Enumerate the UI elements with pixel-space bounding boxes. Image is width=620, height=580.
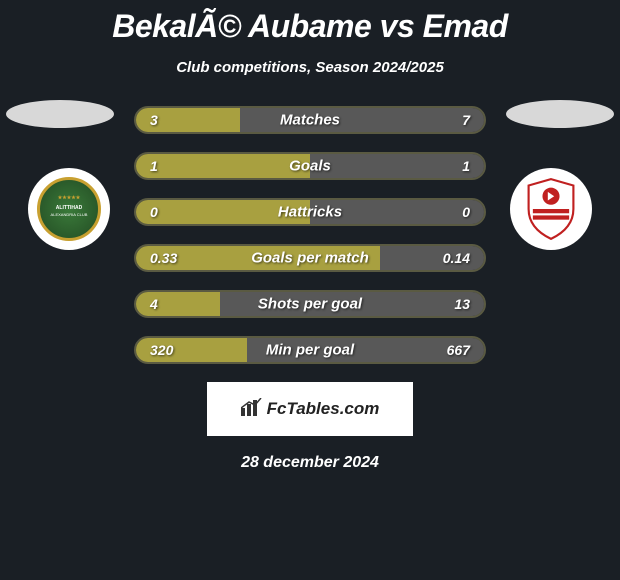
comparison-content: ★★★★★ ALITTIHAD ALEXANDRIA CLUB 3Matches…	[0, 106, 620, 472]
team-badge-left: ★★★★★ ALITTIHAD ALEXANDRIA CLUB	[28, 168, 110, 250]
chart-icon	[241, 398, 263, 421]
subtitle: Club competitions, Season 2024/2025	[0, 59, 620, 76]
stat-label: Hattricks	[136, 204, 484, 221]
zamalek-badge-icon	[519, 177, 583, 241]
stat-row: 4Shots per goal13	[134, 290, 486, 318]
stat-row: 3Matches7	[134, 106, 486, 134]
date-text: 28 december 2024	[0, 454, 620, 472]
stat-value-right: 1	[462, 158, 470, 174]
stat-label: Min per goal	[136, 342, 484, 359]
stat-row: 0.33Goals per match0.14	[134, 244, 486, 272]
stat-label: Goals per match	[136, 250, 484, 267]
stat-value-right: 667	[447, 342, 470, 358]
stat-row: 320Min per goal667	[134, 336, 486, 364]
svg-text:★★★★★: ★★★★★	[58, 195, 81, 201]
team-badge-right	[510, 168, 592, 250]
svg-text:ALEXANDRIA CLUB: ALEXANDRIA CLUB	[51, 212, 88, 217]
player-placeholder-left	[6, 100, 114, 128]
stat-row: 1Goals1	[134, 152, 486, 180]
alittihad-badge-icon: ★★★★★ ALITTIHAD ALEXANDRIA CLUB	[37, 177, 101, 241]
attribution-box: FcTables.com	[207, 382, 413, 436]
stat-value-right: 0	[462, 204, 470, 220]
stats-container: 3Matches7 1Goals1 0Hattricks0 0.33Goals per…	[134, 106, 486, 364]
player-placeholder-right	[506, 100, 614, 128]
stat-row: 0Hattricks0	[134, 198, 486, 226]
stat-value-right: 13	[454, 296, 470, 312]
stat-label: Shots per goal	[136, 296, 484, 313]
page-title: BekalÃ© Aubame vs Emad	[0, 0, 620, 45]
attribution-text: FcTables.com	[267, 399, 380, 419]
stat-label: Matches	[136, 112, 484, 129]
stat-label: Goals	[136, 158, 484, 175]
svg-text:ALITTIHAD: ALITTIHAD	[56, 205, 83, 211]
stat-value-right: 7	[462, 112, 470, 128]
stat-value-right: 0.14	[443, 250, 470, 266]
